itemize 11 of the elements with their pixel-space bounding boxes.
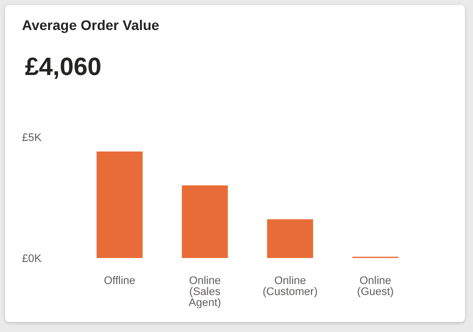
text: £4,060 (25, 53, 102, 82)
bar (96, 152, 143, 258)
bar (182, 185, 228, 258)
y-tick-label: £0K (22, 253, 42, 265)
x-tick-label: Online (Guest) (357, 274, 394, 298)
x-tick-label: Online (Customer) (262, 274, 318, 298)
y-tick-label: £5K (22, 132, 42, 144)
chart-title: Average Order Value (22, 17, 160, 33)
x-tick-label: Offline (104, 274, 136, 287)
x-tick-label: Online (Sales Agent) (188, 274, 222, 309)
bar (267, 219, 314, 258)
